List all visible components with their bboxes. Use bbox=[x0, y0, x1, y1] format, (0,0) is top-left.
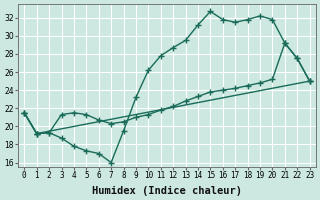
X-axis label: Humidex (Indice chaleur): Humidex (Indice chaleur) bbox=[92, 186, 242, 196]
